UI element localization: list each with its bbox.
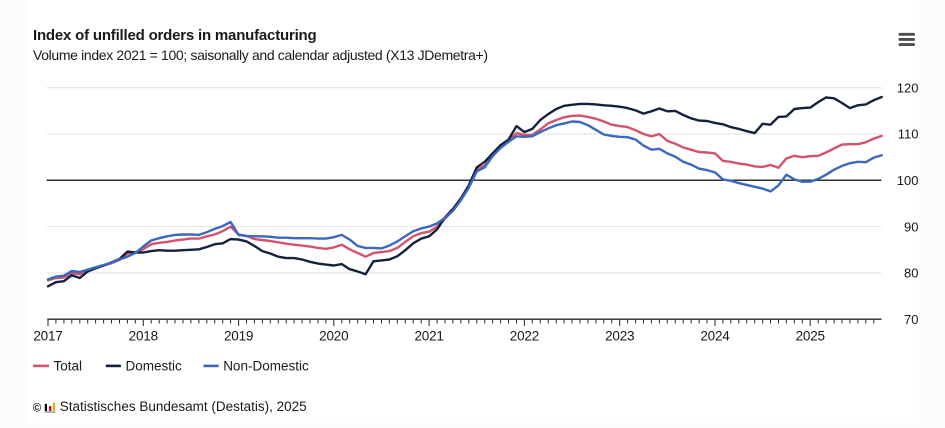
svg-text:Non-Domestic: Non-Domestic [223,359,309,374]
svg-text:Index of unfilled orders in ma: Index of unfilled orders in manufacturin… [33,27,317,44]
svg-text:120: 120 [897,80,919,95]
svg-text:2022: 2022 [510,328,539,343]
svg-text:2018: 2018 [129,328,158,343]
svg-text:Total: Total [54,359,83,374]
svg-text:2023: 2023 [605,328,634,343]
svg-text:80: 80 [904,266,918,281]
svg-text:2019: 2019 [224,328,253,343]
svg-text:90: 90 [904,219,918,234]
svg-text:2017: 2017 [33,328,62,343]
svg-text:2020: 2020 [319,328,348,343]
svg-text:2024: 2024 [700,328,730,343]
svg-text:2021: 2021 [414,328,443,343]
svg-text:2025: 2025 [796,328,825,343]
svg-text:100: 100 [897,173,919,188]
svg-text:©: © [33,403,42,415]
svg-text:Volume index 2021 = 100; saiso: Volume index 2021 = 100; saisonally and … [33,47,488,63]
svg-text:70: 70 [904,312,918,327]
svg-text:Domestic: Domestic [126,359,183,374]
svg-text:Statistisches Bundesamt (Desta: Statistisches Bundesamt (Destatis), 2025 [60,399,307,414]
svg-text:110: 110 [898,127,919,142]
